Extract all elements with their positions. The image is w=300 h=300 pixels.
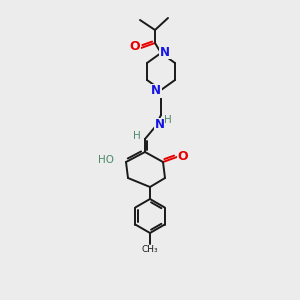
Text: H: H [133,131,141,141]
Text: HO: HO [98,155,114,165]
Text: N: N [160,46,170,59]
Text: N: N [155,118,165,131]
Text: CH₃: CH₃ [142,245,158,254]
Text: H: H [164,115,172,125]
Text: N: N [151,85,161,98]
Text: O: O [178,149,188,163]
Text: O: O [130,40,140,53]
